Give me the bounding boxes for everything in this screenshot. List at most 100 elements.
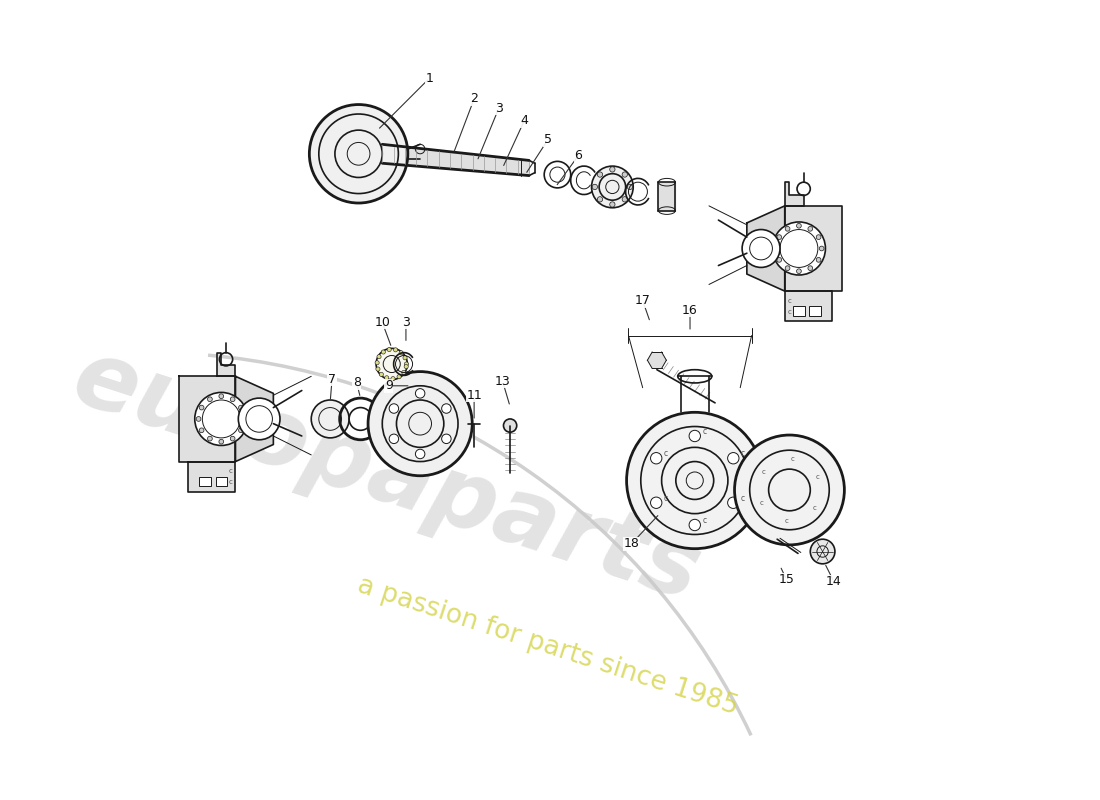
Circle shape <box>239 406 243 410</box>
Text: 16: 16 <box>682 303 697 317</box>
Circle shape <box>416 389 425 398</box>
Circle shape <box>403 356 407 360</box>
Text: 8: 8 <box>353 377 361 390</box>
Circle shape <box>242 417 246 422</box>
Circle shape <box>727 453 739 464</box>
Bar <box>199 477 211 486</box>
Circle shape <box>195 393 248 446</box>
Circle shape <box>376 348 407 380</box>
Polygon shape <box>235 376 274 462</box>
Polygon shape <box>784 182 804 206</box>
Circle shape <box>796 223 801 228</box>
Text: 17: 17 <box>635 294 650 307</box>
Polygon shape <box>784 291 832 322</box>
Circle shape <box>504 419 517 432</box>
Circle shape <box>402 370 406 374</box>
Polygon shape <box>217 353 235 376</box>
Polygon shape <box>178 376 235 462</box>
Circle shape <box>623 172 627 177</box>
Circle shape <box>368 371 472 476</box>
Polygon shape <box>659 182 675 210</box>
Circle shape <box>404 365 408 369</box>
Polygon shape <box>747 206 784 291</box>
Polygon shape <box>383 144 529 175</box>
Text: 11: 11 <box>466 389 482 402</box>
Text: 5: 5 <box>544 133 552 146</box>
Circle shape <box>311 400 349 438</box>
Circle shape <box>394 348 397 352</box>
Circle shape <box>239 428 243 433</box>
Circle shape <box>735 435 845 545</box>
Bar <box>793 306 804 316</box>
Circle shape <box>239 398 280 440</box>
Circle shape <box>773 246 779 251</box>
Circle shape <box>397 374 401 379</box>
Circle shape <box>742 230 780 267</box>
Circle shape <box>650 497 662 509</box>
Circle shape <box>777 234 782 239</box>
Text: 14: 14 <box>826 575 842 588</box>
Circle shape <box>399 350 404 355</box>
Circle shape <box>389 404 398 414</box>
Text: c: c <box>740 449 745 458</box>
Circle shape <box>196 417 201 422</box>
Text: 7: 7 <box>328 373 337 386</box>
Circle shape <box>627 184 632 190</box>
Circle shape <box>816 258 821 262</box>
Text: 3: 3 <box>495 102 503 115</box>
Circle shape <box>785 266 790 270</box>
Circle shape <box>650 453 662 464</box>
Text: c: c <box>816 474 820 480</box>
Circle shape <box>807 226 813 231</box>
Text: c: c <box>784 518 789 524</box>
Text: 6: 6 <box>574 149 582 162</box>
Bar <box>216 477 227 486</box>
Circle shape <box>597 172 603 177</box>
Text: c: c <box>813 505 817 511</box>
Circle shape <box>592 184 597 190</box>
Circle shape <box>796 269 801 274</box>
Circle shape <box>385 376 388 380</box>
Text: a passion for parts since 1985: a passion for parts since 1985 <box>354 572 741 720</box>
Circle shape <box>820 246 824 251</box>
Text: 4: 4 <box>520 114 528 127</box>
Circle shape <box>375 361 379 365</box>
Text: c: c <box>663 449 668 458</box>
Circle shape <box>416 450 425 458</box>
Text: c: c <box>702 426 706 436</box>
Circle shape <box>382 350 385 354</box>
Text: c: c <box>229 468 233 474</box>
Polygon shape <box>648 352 667 369</box>
Text: c: c <box>229 479 233 486</box>
Circle shape <box>208 436 212 441</box>
Circle shape <box>627 412 763 549</box>
Polygon shape <box>784 206 842 291</box>
Circle shape <box>623 197 627 202</box>
Circle shape <box>785 226 790 231</box>
Text: c: c <box>740 494 745 502</box>
Circle shape <box>441 404 451 414</box>
Circle shape <box>387 347 392 352</box>
Circle shape <box>230 436 235 441</box>
Circle shape <box>689 430 701 442</box>
Circle shape <box>816 234 821 239</box>
Circle shape <box>199 428 204 433</box>
Circle shape <box>772 222 825 275</box>
Circle shape <box>219 439 223 444</box>
Text: 2: 2 <box>470 92 478 106</box>
Text: c: c <box>788 298 791 303</box>
Text: c: c <box>759 500 763 506</box>
Circle shape <box>219 394 223 398</box>
Circle shape <box>689 519 701 530</box>
Circle shape <box>199 406 204 410</box>
Circle shape <box>208 397 212 402</box>
Circle shape <box>377 354 381 358</box>
Circle shape <box>389 434 398 443</box>
Text: europaparts: europaparts <box>62 331 712 621</box>
Text: c: c <box>788 309 791 315</box>
Circle shape <box>309 105 408 203</box>
Circle shape <box>597 197 603 202</box>
Text: c: c <box>790 456 794 462</box>
Circle shape <box>811 539 835 564</box>
Circle shape <box>727 497 739 509</box>
